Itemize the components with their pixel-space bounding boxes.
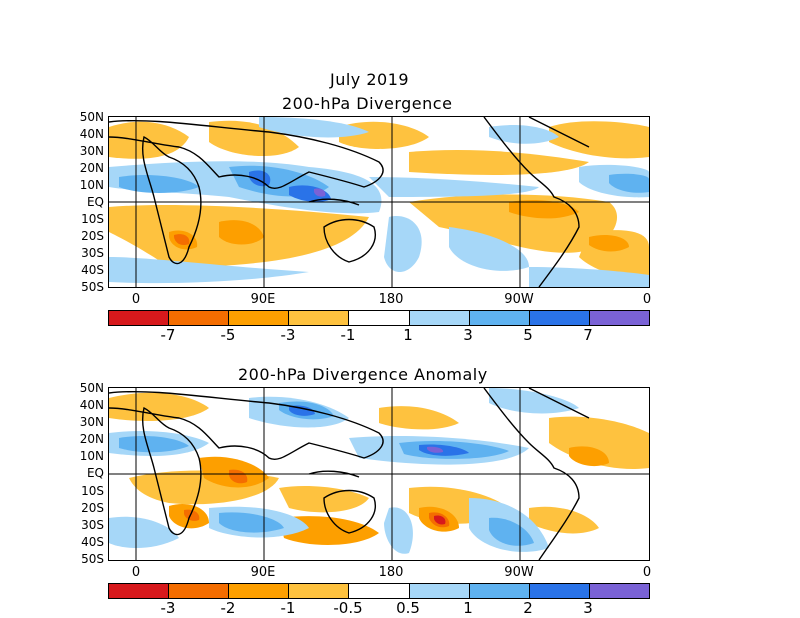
colorbar-swatch — [349, 311, 410, 325]
panel2-title: 200-hPa Divergence Anomaly — [238, 365, 488, 384]
colorbar2-label: -1 — [280, 599, 296, 617]
colorbar2-label: -2 — [220, 599, 236, 617]
colorbar-swatch — [289, 584, 350, 598]
colorbar-swatch — [529, 584, 590, 598]
anomaly-colorbar — [108, 583, 650, 599]
colorbar2-label: 0.5 — [396, 599, 420, 617]
lon-label-90w: 90W — [504, 292, 534, 307]
lat-label-30s: 30S — [81, 518, 104, 532]
lat-label-30n: 30N — [79, 415, 104, 429]
lat-label-eq: EQ — [86, 195, 104, 209]
lon-label-0-left: 0 — [131, 565, 141, 580]
lon-label-90e: 90E — [250, 565, 276, 580]
colorbar-swatch — [229, 584, 290, 598]
lon-label-0-left: 0 — [131, 292, 141, 307]
lat-label-30n: 30N — [79, 144, 104, 158]
divergence-anomaly-map — [109, 388, 649, 560]
colorbar2-label: 2 — [523, 599, 533, 617]
lat-label-10s: 10S — [81, 484, 104, 498]
divergence-map — [109, 117, 649, 287]
colorbar-swatch — [229, 311, 290, 325]
colorbar1-label: 5 — [523, 326, 533, 344]
lat-label-20n: 20N — [79, 161, 104, 175]
colorbar-swatch — [469, 311, 530, 325]
colorbar-swatch — [589, 311, 649, 325]
lon-label-90e: 90E — [250, 292, 276, 307]
colorbar1-label: -3 — [280, 326, 296, 344]
colorbar-swatch — [289, 311, 350, 325]
colorbar1-label: 7 — [583, 326, 593, 344]
lat-label-40n: 40N — [79, 127, 104, 141]
lat-label-20s: 20S — [81, 229, 104, 243]
colorbar-swatch — [169, 311, 230, 325]
colorbar1-label: -1 — [340, 326, 356, 344]
lat-label-50s: 50S — [81, 280, 104, 294]
lat-label-40s: 40S — [81, 535, 104, 549]
colorbar-swatch — [589, 584, 649, 598]
lat-label-40s: 40S — [81, 263, 104, 277]
lat-label-50n: 50N — [79, 381, 104, 395]
date-title: July 2019 — [330, 70, 410, 89]
panel1-title: 200-hPa Divergence — [282, 94, 453, 113]
lat-label-20s: 20S — [81, 501, 104, 515]
colorbar2-label: 1 — [463, 599, 473, 617]
lat-label-20n: 20N — [79, 432, 104, 446]
colorbar2-label: -0.5 — [333, 599, 363, 617]
colorbar-swatch — [109, 311, 170, 325]
lon-label-0-right: 0 — [642, 292, 652, 307]
lat-label-40n: 40N — [79, 398, 104, 412]
colorbar-swatch — [469, 584, 530, 598]
divergence-anomaly-map-panel — [108, 387, 650, 561]
lat-label-10n: 10N — [79, 178, 104, 192]
divergence-colorbar — [108, 310, 650, 326]
divergence-map-panel — [108, 116, 650, 288]
colorbar-swatch — [409, 311, 470, 325]
colorbar2-label: -3 — [160, 599, 176, 617]
colorbar1-label: 3 — [463, 326, 473, 344]
lon-label-90w: 90W — [504, 565, 534, 580]
colorbar-swatch — [349, 584, 410, 598]
lat-label-50n: 50N — [79, 110, 104, 124]
colorbar-swatch — [109, 584, 170, 598]
colorbar-swatch — [529, 311, 590, 325]
lon-label-0-right: 0 — [642, 565, 652, 580]
lon-label-180: 180 — [378, 565, 404, 580]
lat-label-50s: 50S — [81, 552, 104, 566]
colorbar1-label: -5 — [220, 326, 236, 344]
colorbar-swatch — [409, 584, 470, 598]
lon-label-180: 180 — [378, 292, 404, 307]
lat-label-eq: EQ — [86, 466, 104, 480]
colorbar-swatch — [169, 584, 230, 598]
colorbar2-label: 3 — [583, 599, 593, 617]
lat-label-10s: 10S — [81, 212, 104, 226]
colorbar1-label: -7 — [160, 326, 176, 344]
lat-label-10n: 10N — [79, 449, 104, 463]
lat-label-30s: 30S — [81, 246, 104, 260]
colorbar1-label: 1 — [403, 326, 413, 344]
